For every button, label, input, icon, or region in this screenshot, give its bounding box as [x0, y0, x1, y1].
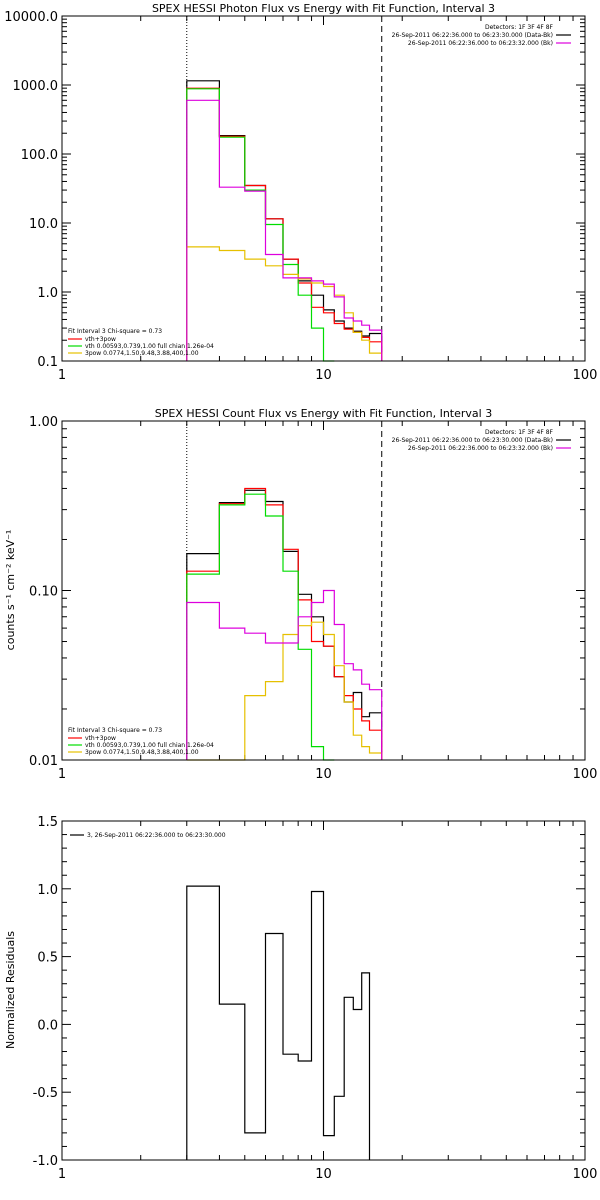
count-flux-panel: SPEX HESSI Count Flux vs Energy with Fit… [4, 407, 597, 782]
y-tick-label: 1000.0 [13, 79, 59, 94]
y-tick-label: 1.0 [37, 286, 58, 301]
legend-top-text: Detectors: 1F 3F 4F 8F [485, 24, 554, 31]
x-tick-label: 100 [573, 1167, 598, 1182]
legend-bottom-text: vth+3pow [85, 336, 116, 343]
x-tick-label: 100 [573, 368, 598, 383]
y-tick-label: 10.0 [29, 217, 58, 232]
y-tick-label: 0.1 [37, 355, 58, 370]
residuals-panel: Normalized Residuals 1 10 100 -1.0 -0.5 0.0 0.5… [4, 815, 597, 1182]
plot-frame [61, 820, 586, 1161]
y-tick-label: 1.0 [37, 883, 58, 898]
series-3-histogram [186, 246, 383, 361]
x-tick-label: 10 [315, 767, 332, 782]
y-tick-label: 1.5 [37, 815, 58, 830]
x-tick-label: 10 [315, 368, 332, 383]
y-tick-label: 0.10 [29, 585, 58, 600]
chart-title: SPEX HESSI Count Flux vs Energy with Fit… [155, 407, 492, 420]
plot-frame [61, 420, 586, 761]
x-tick-label: 1 [58, 368, 66, 383]
y-axis-label: counts s⁻¹ cm⁻² keV⁻¹ [4, 530, 17, 651]
y-tick-label: 0.01 [29, 754, 58, 769]
series-1-histogram [186, 487, 383, 760]
series-0-histogram [186, 885, 371, 1160]
legend-top-text: 26-Sep-2011 06:22:36.000 to 06:23:32.000… [408, 445, 553, 452]
legend-bottom-text: vth 0.00593,0.739,1.00 full chian 1.26e-… [85, 742, 214, 749]
legend-bottom-text: 3pow 0.0774,1.50,9.48,3.88,400,1.00 [85, 749, 199, 756]
y-tick-label: -0.5 [33, 1086, 58, 1101]
legend-top-text: 26-Sep-2011 06:22:36.000 to 06:23:30.000… [392, 32, 553, 39]
legend-top-text: 26-Sep-2011 06:22:36.000 to 06:23:30.000… [392, 437, 553, 444]
y-tick-label: 10000.0 [4, 10, 58, 25]
y-tick-label: 0.0 [37, 1018, 58, 1033]
x-tick-label: 10 [315, 1167, 332, 1182]
series-4-histogram [186, 589, 383, 760]
series-2-histogram [186, 493, 335, 761]
legend-bottom-text: 3pow 0.0774,1.50,9.48,3.88,400,1.00 [85, 350, 199, 357]
legend-bottom-text: vth 0.00593,0.739,1.00 full chian 1.26e-… [85, 343, 214, 350]
legend-bottom-title: Fit Interval 3 Chi-square = 0.73 [68, 727, 162, 734]
plot-frame [61, 15, 586, 362]
series-4-histogram [186, 99, 383, 361]
y-tick-label: 100.0 [21, 148, 58, 163]
y-axis-label: Normalized Residuals [4, 931, 17, 1049]
series-1-histogram [186, 87, 383, 361]
legend-bottom-text: vth+3pow [85, 735, 116, 742]
y-tick-label: 1.00 [29, 415, 58, 430]
legend-top-text: Detectors: 1F 3F 4F 8F [485, 429, 554, 436]
y-tick-label: -1.0 [33, 1154, 58, 1169]
legend-top-text: 26-Sep-2011 06:22:36.000 to 06:23:32.000… [408, 40, 553, 47]
x-tick-label: 1 [58, 1167, 66, 1182]
x-tick-label: 1 [58, 767, 66, 782]
series-0-histogram [186, 489, 383, 760]
series-2-histogram [186, 88, 335, 362]
series-0-histogram [186, 80, 383, 361]
chart-title: SPEX HESSI Photon Flux vs Energy with Fi… [152, 2, 495, 15]
legend-top-text: 3, 26-Sep-2011 06:22:36.000 to 06:23:30.… [87, 832, 226, 839]
photon-flux-panel: SPEX HESSI Photon Flux vs Energy with Fi… [4, 2, 597, 383]
legend-bottom-title: Fit Interval 3 Chi-square = 0.73 [68, 328, 162, 335]
x-tick-label: 100 [573, 767, 598, 782]
y-tick-label: 0.5 [37, 951, 58, 966]
series-3-histogram [186, 621, 383, 761]
